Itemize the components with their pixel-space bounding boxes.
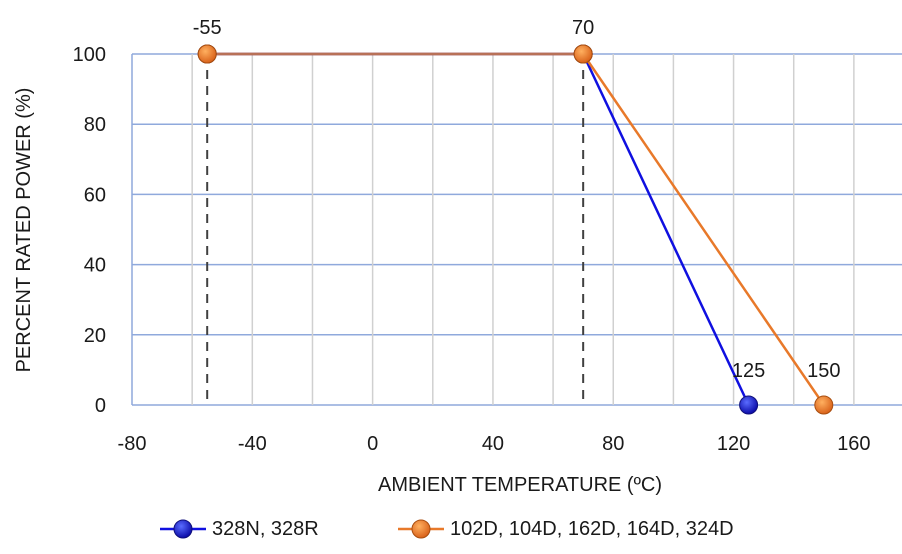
series-line	[207, 52, 750, 406]
x-tick-label: -80	[118, 433, 147, 455]
x-tick-label: 80	[602, 433, 624, 455]
data-label: -55	[193, 17, 222, 39]
legend: 328N, 328R 102D, 104D, 162D, 164D, 324D	[160, 518, 734, 540]
series-line	[207, 52, 825, 406]
legend-label: 328N, 328R	[212, 518, 319, 540]
y-tick-label: 100	[73, 44, 106, 66]
y-tick-label: 20	[84, 325, 106, 347]
x-axis-title: AMBIENT TEMPERATURE (ºC)	[378, 474, 662, 496]
x-tick-label: -40	[238, 433, 267, 455]
x-tick-label: 40	[482, 433, 504, 455]
y-tick-label: 0	[95, 395, 106, 417]
data-label: 125	[732, 360, 765, 382]
y-axis-title: PERCENT RATED POWER (%)	[13, 88, 35, 373]
legend-marker	[173, 519, 193, 539]
reference-lines	[206, 54, 585, 405]
x-tick-label: 120	[717, 433, 750, 455]
legend-marker	[411, 519, 431, 539]
series-layer	[197, 44, 834, 415]
y-tick-label: 60	[84, 184, 106, 206]
series-point	[814, 395, 834, 415]
x-tick-label: 0	[367, 433, 378, 455]
y-tick-label: 80	[84, 114, 106, 136]
x-tick-label: 160	[837, 433, 870, 455]
series-point	[197, 44, 217, 64]
tick-labels: 0 20 40 60 80 100 -80 -40 0 40 80 120 160	[73, 44, 871, 455]
legend-label: 102D, 104D, 162D, 164D, 324D	[450, 518, 734, 540]
annotations: -55 70 125 150	[193, 17, 841, 382]
data-label: 150	[807, 360, 840, 382]
series-point	[739, 395, 759, 415]
y-tick-label: 40	[84, 255, 106, 277]
series-point	[573, 44, 593, 64]
data-label: 70	[572, 17, 594, 39]
